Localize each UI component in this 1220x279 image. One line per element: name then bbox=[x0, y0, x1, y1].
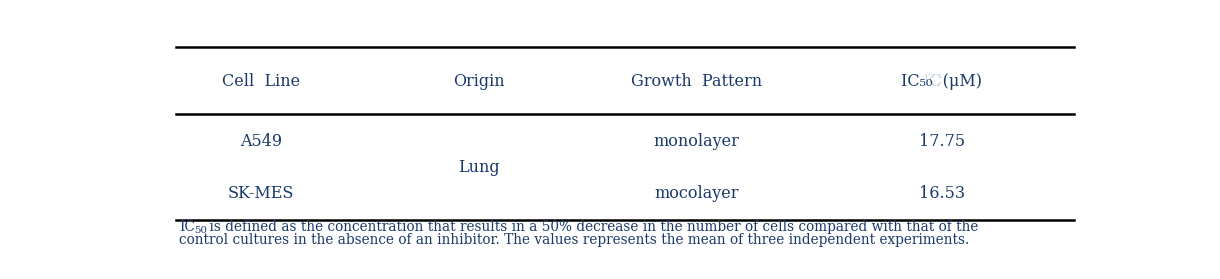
Text: A549: A549 bbox=[240, 133, 282, 150]
Text: 17.75: 17.75 bbox=[919, 133, 965, 150]
Text: IC: IC bbox=[924, 73, 942, 90]
Text: IC: IC bbox=[179, 220, 195, 234]
Text: Cell  Line: Cell Line bbox=[222, 73, 300, 90]
Text: Lung: Lung bbox=[458, 159, 499, 176]
Text: monolayer: monolayer bbox=[653, 133, 739, 150]
Text: 50: 50 bbox=[194, 226, 207, 235]
Text: IC₅₀  (μM): IC₅₀ (μM) bbox=[902, 73, 982, 90]
Text: Origin: Origin bbox=[453, 73, 505, 90]
Text: 16.53: 16.53 bbox=[919, 185, 965, 202]
Text: SK-MES: SK-MES bbox=[228, 185, 294, 202]
Text: is defined as the concentration that results in a 50% decrease in the number of : is defined as the concentration that res… bbox=[205, 220, 978, 234]
Text: mocolayer: mocolayer bbox=[654, 185, 738, 202]
Text: Growth  Pattern: Growth Pattern bbox=[631, 73, 761, 90]
Text: IC: IC bbox=[924, 73, 942, 90]
Text: control cultures in the absence of an inhibitor. The values represents the mean : control cultures in the absence of an in… bbox=[179, 233, 969, 247]
